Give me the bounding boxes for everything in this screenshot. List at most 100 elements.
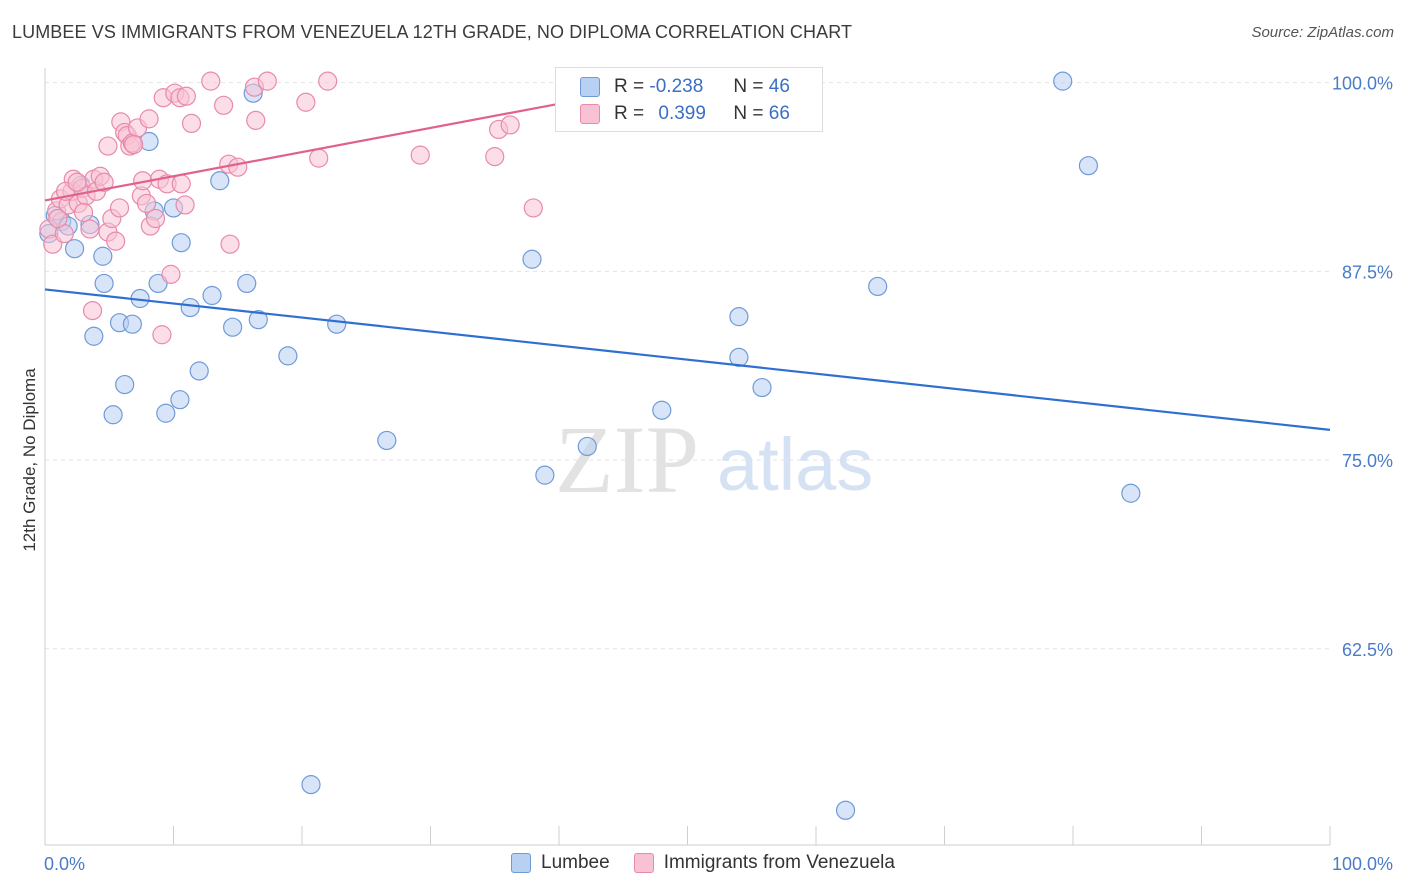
venezuela-point (161, 264, 181, 284)
venezuela-point (106, 231, 126, 251)
point-layer (39, 71, 1141, 820)
lumbee-point (171, 233, 191, 253)
venezuela-point (73, 202, 94, 223)
lumbee-trend-line (44, 288, 1331, 431)
trend-layer (44, 102, 1331, 431)
lumbee-point (652, 400, 672, 420)
lumbee-point (115, 374, 135, 395)
watermark-zip: ZIP (555, 406, 699, 513)
venezuela-swatch (580, 104, 600, 124)
legend-item-lumbee: Lumbee (511, 852, 610, 874)
lumbee-point (1053, 71, 1073, 91)
venezuela-point (410, 145, 430, 165)
n-label: N = (733, 103, 764, 124)
legend-item-venezuela: Immigrants from Venezuela (633, 852, 895, 874)
lumbee-point (248, 310, 268, 330)
lumbee-point (122, 314, 142, 334)
venezuela-point (48, 208, 68, 229)
r-value-lumbee: -0.238 (649, 76, 704, 97)
venezuela-point (246, 110, 266, 130)
lumbee-point (202, 285, 222, 306)
lumbee-point (301, 775, 321, 795)
stats-box: R = -0.238 N = 46 R = 0.399 N = 66 (555, 67, 823, 132)
r-value-venezuela: 0.399 (658, 103, 706, 124)
venezuela-point (80, 219, 100, 239)
venezuela-point (98, 136, 118, 156)
r-label: R = (614, 76, 645, 97)
lumbee-point (278, 346, 298, 366)
y-tick-label: 62.5% (1342, 640, 1393, 660)
venezuela-point (500, 115, 520, 135)
venezuela-point (318, 71, 338, 91)
x-tick-label: 100.0% (1332, 854, 1393, 874)
lumbee-point (535, 465, 555, 485)
lumbee-point (522, 249, 542, 269)
lumbee-point (237, 273, 257, 294)
stats-row-venezuela: R = 0.399 N = 66 (556, 101, 790, 127)
venezuela-point (523, 198, 543, 218)
lumbee-point (189, 361, 209, 381)
lumbee-point (180, 297, 200, 318)
lumbee-point (93, 246, 113, 266)
lumbee-point (835, 800, 856, 820)
venezuela-point (257, 71, 277, 91)
watermark-atlas: atlas (717, 423, 873, 506)
lumbee-point (729, 307, 749, 327)
n-label: N = (733, 76, 764, 97)
tick-label-layer: 62.5% 75.0% 87.5% 100.0% 0.0% 100.0% (44, 74, 1393, 874)
lumbee-point (752, 377, 772, 398)
lumbee-point (84, 326, 104, 346)
n-value-venezuela: 66 (768, 103, 790, 124)
venezuela-point (309, 148, 329, 168)
legend-label-venezuela: Immigrants from Venezuela (663, 852, 895, 873)
venezuela-point (136, 193, 157, 214)
chart-title: LUMBEE VS IMMIGRANTS FROM VENEZUELA 12TH… (12, 22, 853, 42)
venezuela-point (296, 92, 316, 112)
r-label: R = (614, 103, 645, 124)
y-axis-label: 12th Grade, No Diploma (20, 368, 39, 552)
venezuela-point (139, 109, 159, 129)
lumbee-point (327, 314, 347, 334)
venezuela-point (220, 234, 240, 254)
lumbee-point (1121, 483, 1141, 503)
lumbee-point (377, 430, 397, 451)
lumbee-point (729, 347, 749, 367)
legend-label-lumbee: Lumbee (541, 852, 610, 873)
venezuela-point (171, 174, 191, 194)
lumbee-point (64, 239, 85, 259)
legend: Lumbee Immigrants from Venezuela (0, 852, 1406, 874)
stats-row-lumbee: R = -0.238 N = 46 (556, 74, 790, 100)
venezuela-point (176, 86, 196, 106)
venezuela-point (228, 157, 248, 177)
x-tick-label: 0.0% (44, 854, 85, 874)
y-tick-label: 75.0% (1342, 451, 1393, 471)
lumbee-point (94, 273, 114, 294)
venezuela-point (124, 134, 144, 155)
lumbee-point (577, 436, 597, 457)
venezuela-point (485, 147, 505, 167)
lumbee-point (223, 317, 243, 337)
source-credit: Source: ZipAtlas.com (1251, 24, 1394, 41)
venezuela-point (145, 208, 166, 229)
axis-layer (44, 68, 1331, 846)
y-tick-label: 87.5% (1342, 262, 1393, 282)
venezuela-point (94, 172, 114, 192)
lumbee-point (156, 403, 176, 423)
venezuela-point (82, 300, 103, 321)
venezuela-point (152, 325, 172, 345)
venezuela-point (67, 172, 87, 192)
legend-swatch-venezuela (633, 853, 654, 873)
venezuela-trend-line (44, 102, 560, 202)
venezuela-point (109, 198, 130, 218)
venezuela-point (181, 113, 202, 134)
venezuela-point (175, 195, 195, 215)
lumbee-point (170, 390, 190, 410)
venezuela-point (214, 95, 234, 115)
n-value-lumbee: 46 (768, 76, 790, 97)
lumbee-point (1078, 156, 1099, 176)
venezuela-point (201, 71, 221, 91)
lumbee-point (210, 171, 230, 191)
lumbee-point (103, 405, 123, 425)
lumbee-swatch (580, 77, 600, 97)
